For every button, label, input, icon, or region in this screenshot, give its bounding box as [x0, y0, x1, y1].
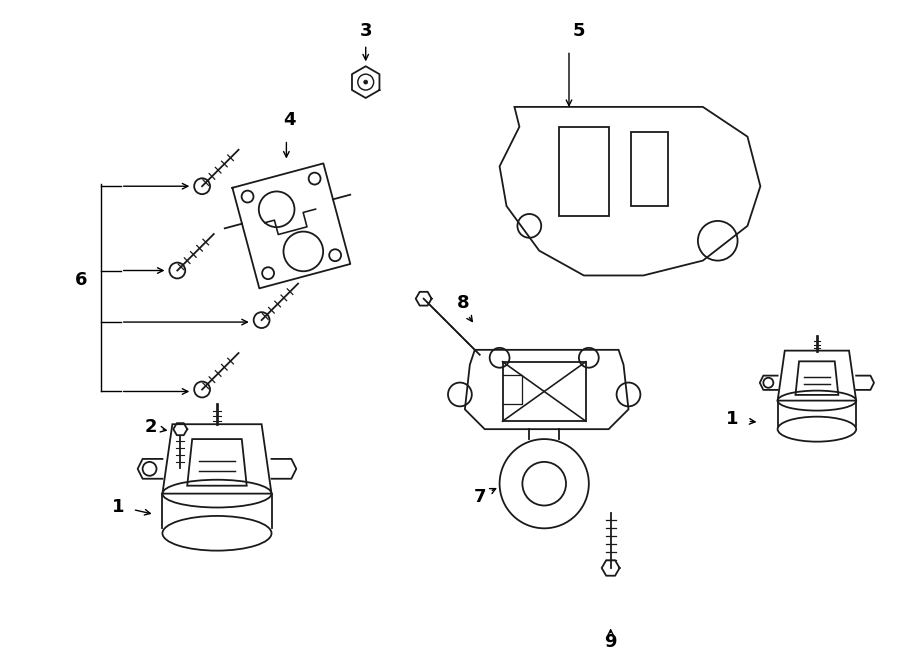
Circle shape	[254, 312, 269, 328]
Text: 1: 1	[112, 498, 124, 516]
Text: 9: 9	[605, 633, 617, 651]
Text: 5: 5	[572, 22, 585, 40]
Circle shape	[169, 262, 185, 278]
Text: 6: 6	[75, 272, 87, 290]
Text: 8: 8	[456, 294, 469, 312]
Text: 7: 7	[473, 488, 486, 506]
Circle shape	[194, 381, 210, 397]
Circle shape	[194, 178, 210, 194]
Text: 1: 1	[726, 410, 739, 428]
Text: 2: 2	[144, 418, 157, 436]
Text: 3: 3	[359, 22, 372, 40]
Circle shape	[364, 80, 368, 84]
Text: 4: 4	[284, 111, 295, 129]
